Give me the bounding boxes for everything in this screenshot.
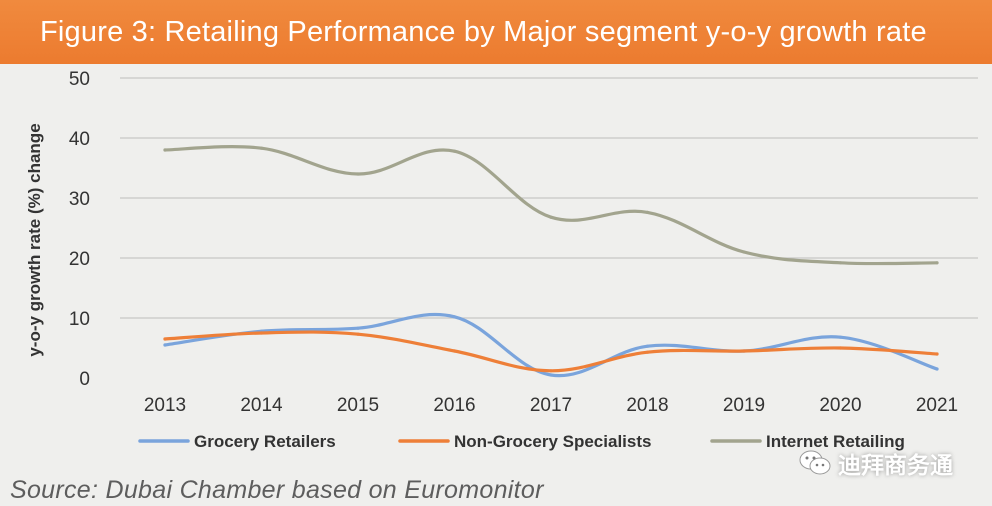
data-point-non-grocery-specialists <box>742 349 746 353</box>
data-point-grocery-retailers <box>356 326 360 330</box>
legend-label-non-grocery-specialists: Non-Grocery Specialists <box>454 432 651 451</box>
y-tick-label: 30 <box>69 189 90 210</box>
x-tick-label: 2014 <box>240 395 283 416</box>
y-axis-title: y-o-y growth rate (%) change <box>25 123 44 356</box>
data-point-non-grocery-specialists <box>935 352 939 356</box>
y-tick-label: 50 <box>69 69 90 90</box>
data-point-grocery-retailers <box>549 373 553 377</box>
watermark: 迪拜商务通 <box>798 446 953 480</box>
series-line-grocery-retailers <box>163 312 939 378</box>
data-point-internet-retailing <box>742 250 746 254</box>
source-note: Source: Dubai Chamber based on Euromonit… <box>10 476 544 504</box>
x-tick-label: 2013 <box>144 395 186 416</box>
y-tick-label: 0 <box>79 369 90 390</box>
x-tick-label: 2021 <box>916 395 958 416</box>
data-point-grocery-retailers <box>838 335 843 339</box>
data-point-internet-retailing <box>452 149 457 153</box>
data-point-internet-retailing <box>356 172 360 176</box>
x-tick-label: 2019 <box>723 395 765 416</box>
y-tick-label: 10 <box>69 309 90 330</box>
x-tick-label: 2015 <box>337 395 379 416</box>
data-point-grocery-retailers <box>163 343 167 347</box>
data-point-non-grocery-specialists <box>452 349 457 353</box>
data-point-internet-retailing <box>838 261 843 265</box>
data-point-non-grocery-specialists <box>259 331 264 335</box>
x-tick-label: 2017 <box>530 395 572 416</box>
data-point-internet-retailing <box>549 215 553 219</box>
watermark-text: 迪拜商务通 <box>838 452 953 478</box>
y-tick-label: 40 <box>69 129 90 150</box>
data-point-internet-retailing <box>163 148 167 152</box>
data-point-internet-retailing <box>935 261 939 265</box>
data-point-grocery-retailers <box>645 344 650 348</box>
data-point-internet-retailing <box>259 146 264 150</box>
x-tick-label: 2018 <box>626 395 668 416</box>
data-point-non-grocery-specialists <box>356 332 360 336</box>
legend-label-grocery-retailers: Grocery Retailers <box>194 432 336 451</box>
x-tick-label: 2020 <box>819 395 861 416</box>
data-point-non-grocery-specialists <box>549 369 553 373</box>
data-point-grocery-retailers <box>935 367 939 371</box>
data-point-grocery-retailers <box>452 315 457 319</box>
legend-label-internet-retailing: Internet Retailing <box>766 432 905 451</box>
wechat-icon <box>799 450 831 475</box>
title-bar: Figure 3: Retailing Performance by Major… <box>0 0 992 64</box>
data-point-non-grocery-specialists <box>645 350 650 354</box>
figure-title: Figure 3: Retailing Performance by Major… <box>40 15 927 48</box>
x-tick-label: 2016 <box>433 395 475 416</box>
data-point-non-grocery-specialists <box>838 346 843 350</box>
data-point-non-grocery-specialists <box>163 337 167 341</box>
y-tick-label: 20 <box>69 249 90 270</box>
data-point-internet-retailing <box>645 210 650 214</box>
series-line-internet-retailing <box>163 145 939 266</box>
